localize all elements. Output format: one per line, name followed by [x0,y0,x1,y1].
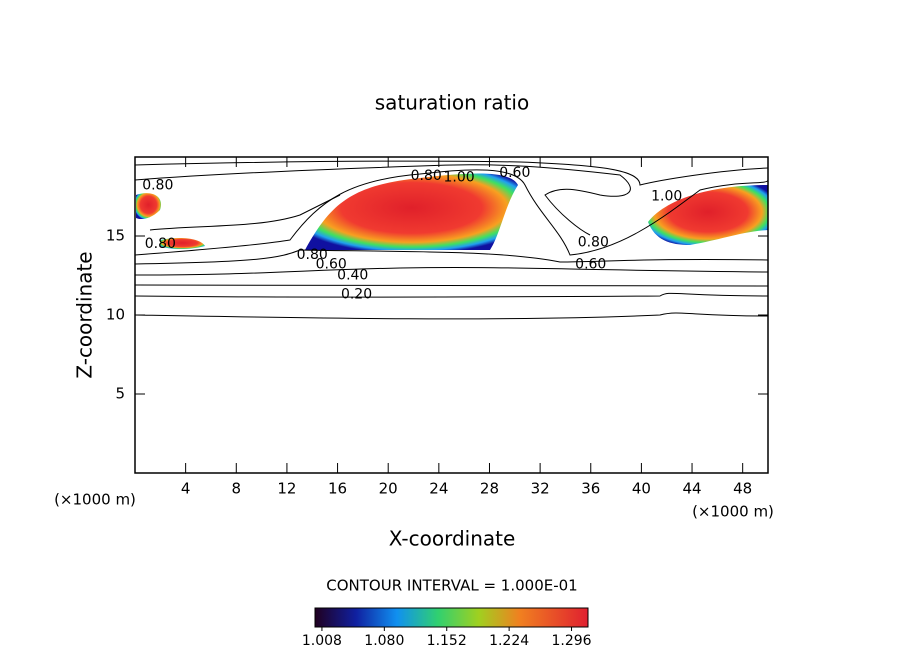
x-axis-label: X-coordinate [389,527,516,551]
saturated-region [160,238,205,249]
contour-line [135,164,631,236]
contour-field [135,160,768,320]
y-tick-label: 5 [115,385,125,403]
contour-label: 0.80 [578,234,609,250]
colorbar-tick-label: 1.296 [551,633,591,649]
contour-label: 1.00 [444,170,475,186]
colorbar-tick-label: 1.008 [302,633,342,649]
x-tick-label: 20 [379,480,398,498]
contour-line [149,194,341,231]
contour-line [135,312,768,320]
x-tick-label: 40 [632,480,651,498]
x-unit-label: (×1000 m) [54,491,136,509]
saturated-region [305,173,518,250]
contour-label: 0.80 [297,247,328,263]
x-tick-label: 24 [429,480,448,498]
chart-title: saturation ratio [375,91,529,115]
x-tick-label: 4 [181,480,191,498]
contour-line [135,266,768,276]
contour-line [135,249,768,265]
contour-line [135,160,768,186]
x-unit-label: (×1000 m) [692,503,774,521]
y-tick-label: 15 [106,227,125,245]
contour-label: 0.80 [411,168,442,184]
saturated-region [136,193,161,220]
contour-label: 0.80 [142,177,173,193]
contour-line [135,292,768,298]
contour-label: 0.80 [145,236,176,252]
y-tick-label: 10 [106,306,125,324]
colorbar-tick-label: 1.080 [364,633,404,649]
x-tick-label: 36 [581,480,600,498]
contour-label: 0.60 [316,256,347,272]
y-axis-label: Z-coordinate [73,251,97,378]
x-tick-label: 32 [531,480,550,498]
contour-label: 0.60 [575,256,606,272]
x-tick-label: 12 [277,480,296,498]
colorbar [314,607,589,628]
x-tick-label: 44 [682,480,701,498]
contour-label: 1.00 [651,189,682,205]
x-tick-label: 16 [328,480,347,498]
x-tick-label: 8 [232,480,242,498]
contour-label: 0.40 [337,268,368,284]
x-tick-label: 28 [480,480,499,498]
contour-interval: CONTOUR INTERVAL = 1.000E-01 [326,577,577,595]
x-tick-label: 48 [733,480,752,498]
colorbar-tick-label: 1.224 [489,633,529,649]
contour-line [135,169,768,256]
contour-label: 0.60 [499,165,530,181]
contour-label: 0.20 [341,286,372,302]
saturated-region [648,185,768,245]
colorbar-tick-label: 1.152 [427,633,467,649]
contour-line [135,284,768,287]
